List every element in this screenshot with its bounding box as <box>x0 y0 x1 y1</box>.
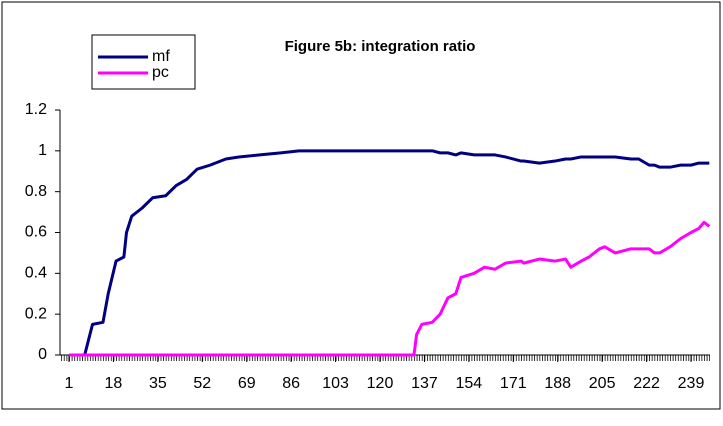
x-tick-label: 154 <box>456 375 483 392</box>
y-tick-label: 0.8 <box>25 183 47 200</box>
chart-title: Figure 5b: integration ratio <box>285 38 476 55</box>
x-tick-label: 171 <box>500 375 527 392</box>
x-tick-label: 103 <box>322 375 349 392</box>
x-tick-label: 137 <box>411 375 438 392</box>
x-tick-label: 35 <box>149 375 167 392</box>
minor-ticks <box>60 355 710 361</box>
line-series <box>69 220 711 357</box>
x-tick-label: 52 <box>193 375 211 392</box>
legend-label: pc <box>152 64 169 81</box>
y-tick-label: 1 <box>38 142 47 159</box>
line-series <box>69 149 710 357</box>
x-tick-label: 239 <box>678 375 705 392</box>
x-tick-label: 120 <box>367 375 394 392</box>
y-tick-label: 1.2 <box>25 101 47 118</box>
y-tick-label: 0.6 <box>25 224 47 241</box>
x-tick-label: 205 <box>589 375 616 392</box>
legend-label: mf <box>152 48 170 65</box>
y-tick-label: 0.2 <box>25 305 47 322</box>
x-tick-label: 222 <box>633 375 660 392</box>
x-tick-label: 18 <box>105 375 123 392</box>
y-tick-label: 0 <box>38 346 47 363</box>
legend <box>91 34 196 90</box>
x-tick-label: 86 <box>282 375 300 392</box>
y-tick-label: 0.4 <box>25 265 47 282</box>
x-tick-label: 1 <box>65 375 74 392</box>
x-tick-label: 188 <box>544 375 571 392</box>
x-tick-label: 69 <box>238 375 256 392</box>
